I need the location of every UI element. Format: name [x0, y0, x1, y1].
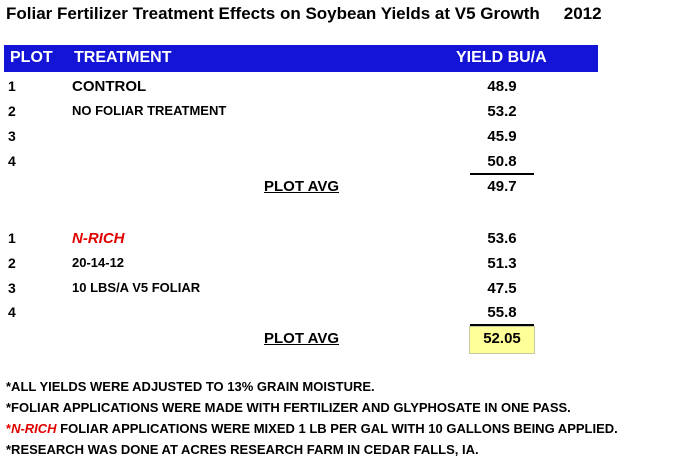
header-treatment: TREATMENT	[74, 49, 172, 66]
footnotes: *ALL YIELDS WERE ADJUSTED TO 13% GRAIN M…	[6, 376, 618, 460]
table-row: 1 CONTROL 48.9	[0, 76, 600, 98]
header-plot: PLOT	[10, 49, 53, 66]
sum-rule	[470, 173, 534, 175]
table-row: 3 45.9	[0, 126, 600, 148]
treatment-label: N-RICH	[72, 230, 125, 247]
footnote-emphasis: N-RICH	[11, 421, 57, 436]
yield-value: 53.2	[487, 103, 517, 120]
avg-highlight-box	[469, 326, 535, 354]
yield-value: 45.9	[487, 128, 517, 145]
table-row: 4 55.8	[0, 302, 600, 324]
yield-value: 51.3	[487, 255, 517, 272]
footnote: *ALL YIELDS WERE ADJUSTED TO 13% GRAIN M…	[6, 379, 375, 394]
plot-number: 3	[8, 128, 16, 144]
header-yield: YIELD BU/A	[456, 49, 547, 66]
table-row: 3 10 LBS/A V5 FOLIAR 47.5	[0, 278, 600, 300]
table-row: 2 NO FOLIAR TREATMENT 53.2	[0, 101, 600, 123]
footnote-text: FOLIAR APPLICATIONS WERE MIXED 1 LB PER …	[56, 421, 618, 436]
table-row: 1 N-RICH 53.6	[0, 228, 600, 250]
title-text: Foliar Fertilizer Treatment Effects on S…	[6, 4, 540, 23]
yield-value: 47.5	[487, 280, 517, 297]
plot-number: 4	[8, 153, 16, 169]
plot-avg-label: PLOT AVG	[264, 330, 339, 347]
yield-value: 53.6	[487, 230, 517, 247]
title-year: 2012	[563, 4, 602, 23]
table-header: PLOT TREATMENT YIELD BU/A	[4, 45, 598, 72]
plot-avg-label: PLOT AVG	[264, 178, 339, 195]
treatment-label: 10 LBS/A V5 FOLIAR	[72, 280, 201, 295]
treatment-label: CONTROL	[72, 78, 147, 95]
footnote-star: *	[6, 421, 12, 436]
plot-number: 2	[8, 103, 16, 119]
table-row: 4 50.8	[0, 151, 600, 173]
page-title: Foliar Fertilizer Treatment Effects on S…	[6, 4, 602, 24]
yield-value: 48.9	[487, 78, 517, 95]
sum-rule	[470, 324, 534, 326]
treatment-label: 20-14-12	[72, 255, 125, 270]
plot-avg-value: 52.05	[483, 330, 521, 347]
plot-number: 2	[8, 255, 16, 271]
plot-number: 4	[8, 304, 16, 320]
plot-number: 1	[8, 230, 16, 246]
yield-value: 50.8	[487, 153, 517, 170]
yield-value: 55.8	[487, 304, 517, 321]
plot-number: 3	[8, 280, 16, 296]
plot-avg-value: 49.7	[487, 178, 517, 195]
footnote: *FOLIAR APPLICATIONS WERE MADE WITH FERT…	[6, 400, 571, 415]
footnote: *N-RICH FOLIAR APPLICATIONS WERE MIXED 1…	[6, 418, 618, 439]
table-row: 2 20-14-12 51.3	[0, 253, 600, 275]
footnote: *RESEARCH WAS DONE AT ACRES RESEARCH FAR…	[6, 442, 479, 457]
plot-number: 1	[8, 78, 16, 94]
treatment-label: NO FOLIAR TREATMENT	[72, 103, 227, 118]
